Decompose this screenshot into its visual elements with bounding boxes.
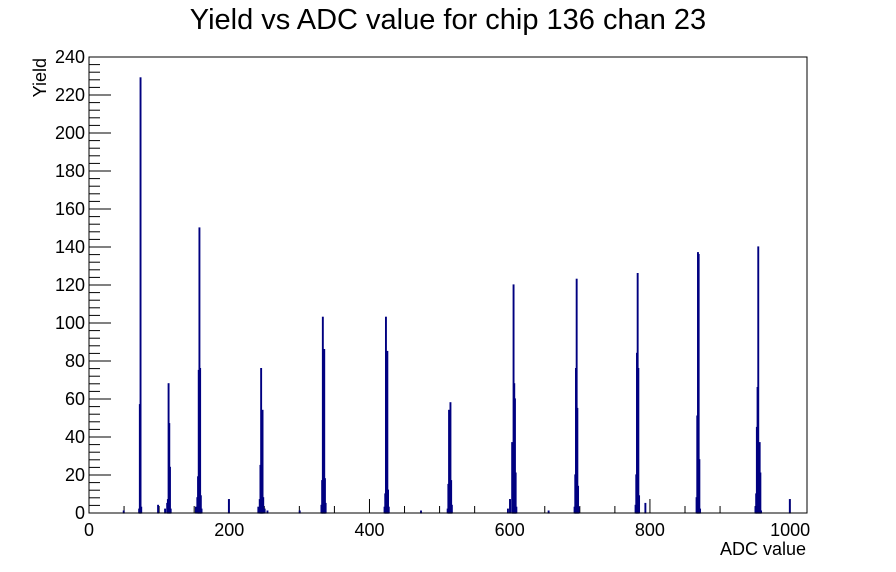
y-tick-label: 180 bbox=[55, 161, 85, 181]
y-axis-ticks bbox=[89, 56, 111, 514]
y-tick-label: 160 bbox=[55, 199, 85, 219]
histogram-bin bbox=[515, 506, 518, 514]
histogram-bin bbox=[759, 472, 762, 514]
x-tick-label: 200 bbox=[214, 520, 244, 540]
histogram-bin bbox=[200, 508, 203, 514]
x-tick-label: 1000 bbox=[770, 520, 810, 540]
x-axis-ticks bbox=[88, 499, 791, 513]
y-tick-label: 140 bbox=[55, 237, 85, 257]
histogram-bin bbox=[157, 504, 160, 514]
histogram-bin bbox=[324, 502, 327, 514]
x-tick-label: 0 bbox=[84, 520, 94, 540]
histogram-bin bbox=[194, 506, 197, 514]
histogram-bin bbox=[788, 499, 791, 514]
histogram-bin bbox=[577, 506, 580, 514]
y-tick-label: 200 bbox=[55, 123, 85, 143]
x-tick-label: 600 bbox=[495, 520, 525, 540]
x-axis-tick-labels: 0 200 400 600 800 1000 bbox=[84, 520, 810, 540]
y-tick-label: 240 bbox=[55, 47, 85, 67]
histogram-bin bbox=[263, 508, 266, 514]
histogram-bin bbox=[757, 246, 760, 514]
y-axis-label: Yield bbox=[30, 58, 50, 97]
y-tick-label: 0 bbox=[75, 503, 85, 523]
y-tick-label: 20 bbox=[65, 465, 85, 485]
histogram-bin bbox=[227, 499, 230, 514]
histogram-bin bbox=[199, 368, 202, 514]
histogram-bin bbox=[637, 368, 640, 514]
y-tick-label: 80 bbox=[65, 351, 85, 371]
histogram-bin bbox=[506, 508, 509, 514]
histogram-bin bbox=[699, 508, 702, 514]
histogram-bin bbox=[698, 459, 701, 514]
x-tick-label: 400 bbox=[354, 520, 384, 540]
histogram-bin bbox=[169, 466, 171, 514]
histogram-bin bbox=[140, 506, 143, 514]
histogram-bin bbox=[450, 504, 453, 514]
y-tick-label: 60 bbox=[65, 389, 85, 409]
y-axis-tick-labels: 0 20 40 60 80 100 120 140 160 180 200 220 240 bbox=[55, 47, 85, 523]
y-tick-label: 40 bbox=[65, 427, 85, 447]
histogram-bin bbox=[257, 506, 260, 514]
plot-frame bbox=[88, 56, 808, 514]
histogram-bin bbox=[262, 497, 265, 514]
histogram-bin bbox=[386, 350, 389, 514]
x-axis-label: ADC value bbox=[720, 539, 806, 559]
histogram-bin bbox=[164, 508, 167, 514]
y-tick-label: 220 bbox=[55, 85, 85, 105]
histogram-bin bbox=[509, 499, 512, 514]
y-tick-label: 100 bbox=[55, 313, 85, 333]
histogram-bin bbox=[139, 77, 142, 514]
histogram-bin bbox=[638, 495, 641, 514]
histogram-bars bbox=[122, 77, 791, 514]
y-tick-label: 120 bbox=[55, 275, 85, 295]
histogram-bin bbox=[644, 502, 647, 514]
x-tick-label: 800 bbox=[635, 520, 665, 540]
chart-title: Yield vs ADC value for chip 136 chan 23 bbox=[190, 4, 706, 36]
histogram-bin bbox=[169, 508, 172, 514]
histogram-bin bbox=[387, 506, 390, 514]
